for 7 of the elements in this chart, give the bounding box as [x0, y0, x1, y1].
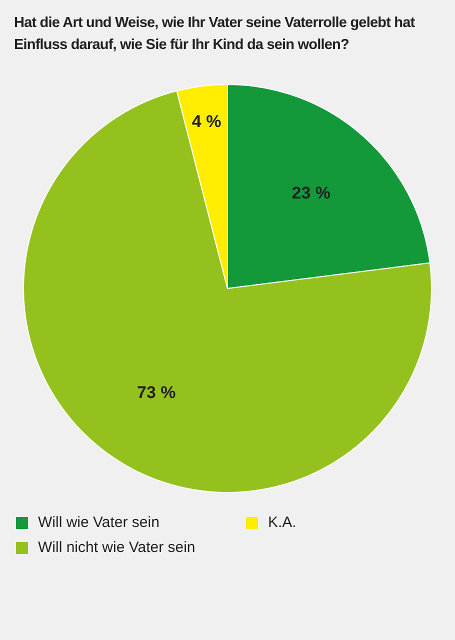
legend-label: Will nicht wie Vater sein: [38, 539, 196, 556]
chart-title: Hat die Art und Weise, wie Ihr Vater seine Vaterrolle gelebt hat Einfluss darauf, wie Sie für Ihr Kind da sein wollen?: [14, 14, 416, 55]
data-label: 4 %: [192, 112, 222, 132]
data-label: 23 %: [292, 183, 331, 202]
data-label: 73 %: [137, 382, 176, 402]
legend-label: Will wie Vater sein: [38, 514, 160, 531]
legend-label: K.A.: [268, 514, 296, 531]
